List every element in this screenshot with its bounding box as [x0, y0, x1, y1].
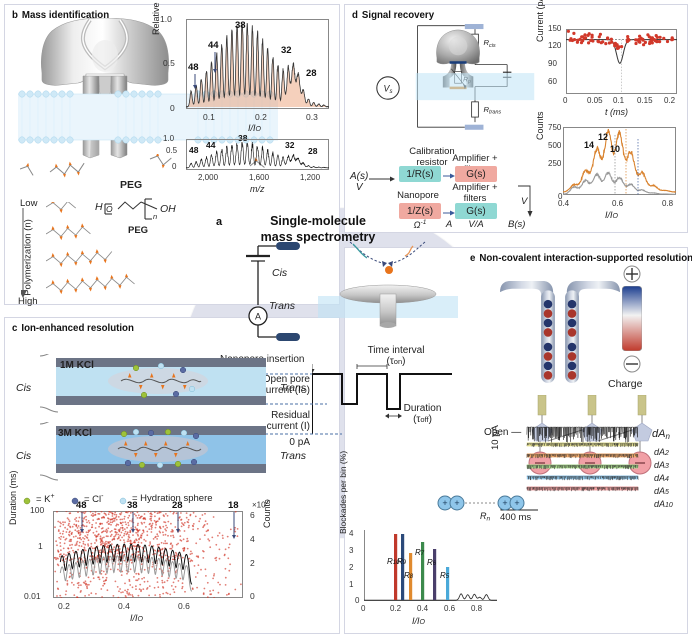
svg-text:Rtrans: Rtrans [483, 105, 501, 116]
svg-text:dAn: dAn [652, 428, 670, 441]
svg-text:PEG: PEG [120, 179, 142, 191]
svg-text:+: + [454, 498, 459, 508]
svg-text:+: + [442, 498, 447, 508]
svg-text:+: + [502, 498, 507, 508]
svg-text:Rcis: Rcis [483, 38, 495, 49]
svg-text:+: + [514, 498, 519, 508]
svg-text:A: A [255, 312, 261, 322]
svg-text:Rn: Rn [480, 511, 491, 521]
